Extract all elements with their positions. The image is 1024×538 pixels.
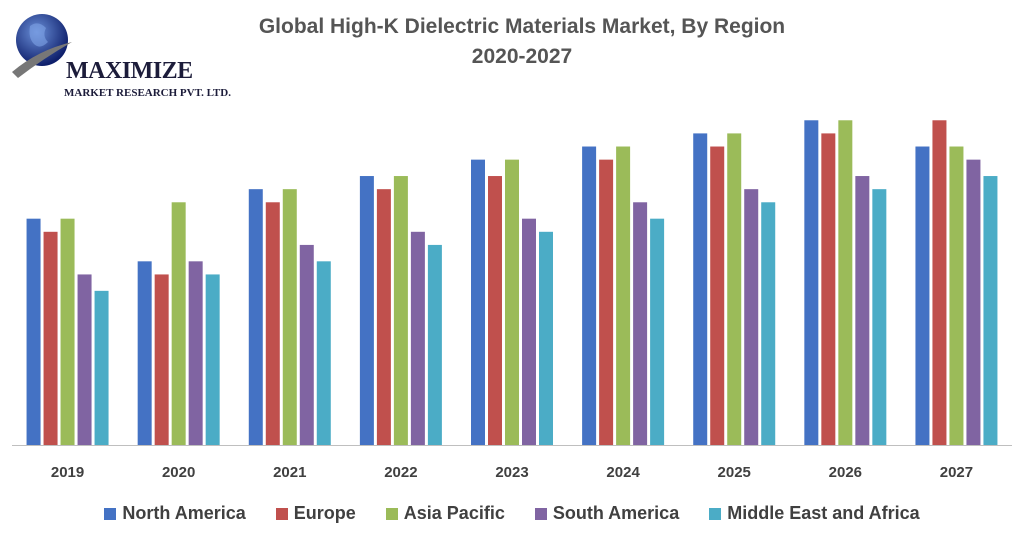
x-tick-label: 2020	[162, 464, 195, 481]
bar-europe-2021	[265, 202, 280, 445]
bar-south-america-2022	[410, 231, 425, 445]
legend-swatch	[709, 507, 722, 520]
bar-asia-pacific-2026	[838, 120, 853, 445]
bar-europe-2019	[43, 231, 58, 445]
bar-asia-pacific-2023	[505, 159, 519, 445]
bar-asia-pacific-2021	[282, 189, 297, 445]
globe-icon	[12, 14, 72, 78]
bar-europe-2023	[488, 176, 502, 446]
x-tick-label: 2023	[495, 464, 528, 481]
bar-middle-east-and-africa-2021	[316, 261, 331, 445]
bar-south-america-2020	[188, 261, 203, 445]
bar-north-america-2022	[359, 176, 374, 446]
x-tick-label: 2021	[273, 464, 306, 481]
legend-swatch	[385, 507, 398, 520]
legend-label: North America	[122, 503, 246, 523]
x-tick-label: 2027	[940, 464, 973, 481]
x-tick-label: 2019	[51, 464, 84, 481]
brand-subtitle: MARKET RESEARCH PVT. LTD.	[64, 87, 231, 99]
brand-logo: MAXIMIZE MARKET RESEARCH PVT. LTD.	[8, 6, 238, 101]
chart-title: Global High-K Dielectric Materials Marke…	[180, 12, 864, 72]
bar-south-america-2021	[299, 244, 314, 445]
legend-item: South America	[534, 503, 680, 524]
legend-item: North America	[104, 503, 246, 524]
legend-swatch	[534, 507, 547, 520]
legend-label: South America	[552, 503, 680, 523]
bar-south-america-2023	[522, 218, 536, 445]
bar-asia-pacific-2024	[616, 146, 631, 445]
bar-north-america-2019	[26, 218, 41, 445]
bar-north-america-2025	[693, 133, 708, 445]
bar-asia-pacific-2027	[949, 146, 964, 445]
bar-north-america-2027	[915, 146, 930, 445]
x-tick-label: 2024	[606, 464, 640, 481]
chart-title-line2: 2020-2027	[471, 45, 573, 68]
bar-middle-east-and-africa-2027	[983, 176, 998, 446]
bar-europe-2024	[599, 159, 614, 445]
bar-middle-east-and-africa-2024	[650, 218, 665, 445]
bar-north-america-2024	[582, 146, 597, 445]
chart-legend: North America Europe Asia Pacific South Ame…	[0, 503, 1024, 524]
bar-asia-pacific-2020	[171, 202, 186, 445]
legend-label: Middle East and Africa	[727, 503, 920, 523]
bar-north-america-2023	[471, 159, 485, 445]
legend-label: Europe	[293, 503, 356, 523]
bar-asia-pacific-2025	[727, 133, 742, 445]
bar-asia-pacific-2022	[393, 176, 408, 446]
bar-middle-east-and-africa-2023	[539, 231, 553, 445]
bar-north-america-2021	[248, 189, 263, 445]
x-tick-label: 2022	[384, 464, 417, 481]
bar-south-america-2025	[744, 189, 759, 445]
bar-europe-2022	[376, 189, 391, 445]
bar-chart: 2019 2020 2021 2022 2023 2024 2025 2026 2027	[12, 120, 1012, 481]
bar-middle-east-and-africa-2026	[872, 189, 887, 445]
legend-swatch	[104, 507, 117, 520]
bar-europe-2020	[154, 274, 169, 445]
legend-item: Europe	[275, 503, 356, 524]
bar-asia-pacific-2019	[60, 218, 75, 445]
bar-south-america-2019	[77, 274, 92, 445]
brand-name: MAXIMIZE	[66, 58, 193, 84]
x-tick-label: 2025	[718, 464, 751, 481]
bar-middle-east-and-africa-2022	[427, 244, 442, 445]
bar-middle-east-and-africa-2019	[94, 290, 109, 445]
bar-europe-2025	[710, 146, 725, 445]
bar-middle-east-and-africa-2025	[761, 202, 776, 445]
legend-label: Asia Pacific	[403, 503, 505, 523]
bar-north-america-2026	[804, 120, 819, 445]
bar-middle-east-and-africa-2020	[205, 274, 220, 445]
x-tick-label: 2026	[829, 464, 862, 481]
bar-south-america-2026	[855, 176, 870, 446]
legend-swatch	[275, 507, 288, 520]
bar-europe-2027	[932, 120, 947, 445]
chart-title-line1: Global High-K Dielectric Materials Marke…	[258, 15, 786, 38]
bar-south-america-2027	[966, 159, 981, 445]
bar-europe-2026	[821, 133, 836, 445]
bar-north-america-2020	[137, 261, 152, 445]
legend-item: Asia Pacific	[385, 503, 505, 524]
bar-south-america-2024	[633, 202, 648, 445]
legend-item: Middle East and Africa	[709, 503, 920, 524]
